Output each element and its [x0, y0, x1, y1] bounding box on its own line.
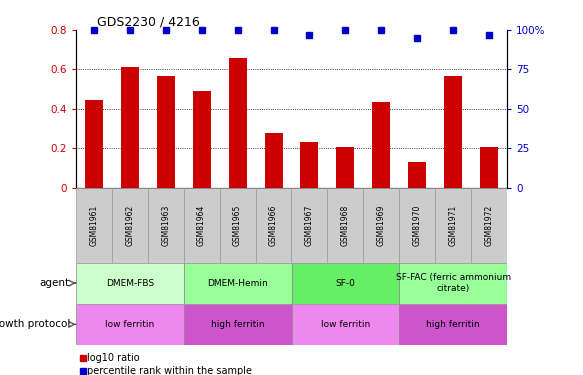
Text: growth protocol: growth protocol — [0, 320, 70, 329]
Bar — [399, 188, 436, 262]
Bar — [480, 147, 498, 188]
Bar — [229, 58, 247, 188]
Text: low ferritin: low ferritin — [105, 320, 154, 329]
Text: GDS2230 / 4216: GDS2230 / 4216 — [97, 16, 200, 29]
Text: GSM81972: GSM81972 — [484, 204, 494, 246]
Text: GSM81969: GSM81969 — [377, 204, 386, 246]
Bar — [76, 304, 184, 345]
Bar — [112, 188, 147, 262]
Text: agent: agent — [40, 278, 70, 288]
Text: GSM81961: GSM81961 — [89, 204, 99, 246]
Bar — [300, 142, 318, 188]
Bar — [399, 262, 507, 304]
Text: DMEM-FBS: DMEM-FBS — [106, 279, 154, 288]
Bar — [399, 304, 507, 345]
Text: DMEM-Hemin: DMEM-Hemin — [207, 279, 268, 288]
Bar — [265, 134, 283, 188]
Text: GSM81967: GSM81967 — [305, 204, 314, 246]
Text: GSM81971: GSM81971 — [449, 204, 458, 246]
Text: low ferritin: low ferritin — [321, 320, 370, 329]
Bar — [336, 147, 354, 188]
Bar — [85, 100, 103, 188]
Text: SF-0: SF-0 — [335, 279, 356, 288]
Text: GSM81968: GSM81968 — [341, 204, 350, 246]
Text: high ferritin: high ferritin — [211, 320, 264, 329]
Bar — [157, 76, 175, 188]
Bar — [328, 188, 363, 262]
Bar — [76, 262, 184, 304]
Bar — [436, 188, 471, 262]
Bar — [408, 162, 426, 188]
Bar — [363, 188, 399, 262]
Bar — [121, 68, 139, 188]
Text: log10 ratio: log10 ratio — [87, 353, 140, 363]
Bar — [184, 304, 292, 345]
Bar — [292, 188, 328, 262]
Text: GSM81964: GSM81964 — [197, 204, 206, 246]
Bar — [192, 91, 210, 188]
Bar — [292, 304, 399, 345]
Bar — [255, 188, 292, 262]
Text: GSM81966: GSM81966 — [269, 204, 278, 246]
Bar — [76, 188, 112, 262]
Bar — [184, 188, 220, 262]
Bar — [292, 262, 399, 304]
Text: percentile rank within the sample: percentile rank within the sample — [87, 366, 252, 375]
Bar — [220, 188, 255, 262]
Bar — [471, 188, 507, 262]
Text: GSM81963: GSM81963 — [161, 204, 170, 246]
Bar — [147, 188, 184, 262]
Text: high ferritin: high ferritin — [427, 320, 480, 329]
Bar — [184, 262, 292, 304]
Bar — [373, 102, 391, 188]
Text: GSM81962: GSM81962 — [125, 204, 134, 246]
Text: SF-FAC (ferric ammonium
citrate): SF-FAC (ferric ammonium citrate) — [396, 273, 511, 293]
Bar — [444, 76, 462, 188]
Text: GSM81970: GSM81970 — [413, 204, 422, 246]
Text: GSM81965: GSM81965 — [233, 204, 242, 246]
